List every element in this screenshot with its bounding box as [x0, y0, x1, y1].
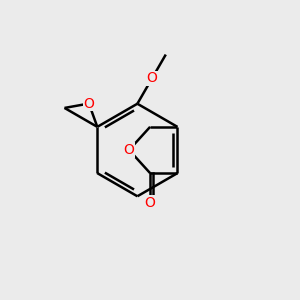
Text: O: O: [145, 196, 155, 210]
Text: O: O: [83, 97, 94, 111]
Text: O: O: [147, 71, 158, 85]
Text: O: O: [124, 143, 134, 157]
